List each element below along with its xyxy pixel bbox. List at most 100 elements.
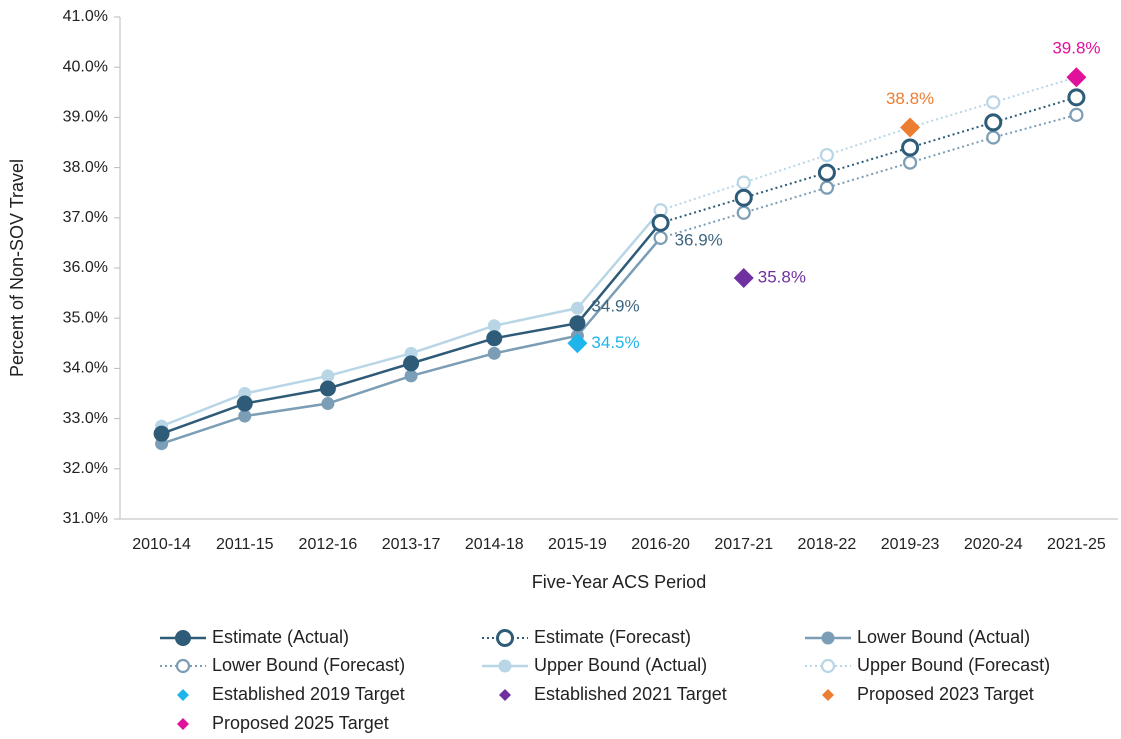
- marker: [569, 315, 586, 332]
- data-label: 34.9%: [591, 297, 639, 316]
- marker: [403, 355, 420, 372]
- y-tick-label: 35.0%: [63, 309, 108, 326]
- marker: [236, 395, 253, 412]
- legend-label: Upper Bound (Actual): [534, 655, 707, 675]
- marker: [321, 397, 335, 411]
- marker: [822, 689, 834, 701]
- series-line: [660, 96, 1077, 224]
- marker: [736, 205, 751, 220]
- data-label: 39.8%: [1052, 39, 1100, 58]
- marker: [496, 629, 514, 647]
- y-tick-label: 36.0%: [63, 259, 108, 276]
- marker: [319, 380, 336, 397]
- marker: [651, 213, 670, 232]
- y-tick-label: 38.0%: [63, 159, 108, 176]
- marker: [821, 631, 835, 645]
- legend-item: Proposed 2023 Target: [822, 684, 1034, 704]
- marker: [900, 117, 921, 138]
- marker: [177, 718, 189, 730]
- marker: [1066, 67, 1087, 88]
- x-tick-label: 2012-16: [299, 536, 358, 553]
- x-tick-label: 2014-18: [465, 536, 524, 553]
- series-line: [161, 209, 662, 428]
- marker: [486, 330, 503, 347]
- legend-item: Estimate (Actual): [160, 627, 349, 647]
- marker: [653, 230, 668, 245]
- x-tick-label: 2018-22: [798, 536, 857, 553]
- x-tick-label: 2011-15: [216, 536, 274, 553]
- marker: [734, 188, 753, 207]
- marker: [736, 175, 751, 190]
- x-tick-label: 2019-23: [881, 536, 940, 553]
- marker: [487, 346, 501, 360]
- x-tick-label: 2013-17: [382, 536, 441, 553]
- legend-label: Lower Bound (Forecast): [212, 655, 405, 675]
- y-tick-label: 32.0%: [63, 460, 108, 477]
- marker: [175, 630, 191, 646]
- y-tick-label: 39.0%: [63, 109, 108, 126]
- marker: [567, 333, 588, 354]
- y-tick-label: 37.0%: [63, 209, 108, 226]
- legend-item: Proposed 2025 Target: [177, 713, 389, 733]
- legend-item: Lower Bound (Forecast): [160, 655, 405, 675]
- legend-item: Upper Bound (Forecast): [805, 655, 1050, 675]
- x-tick-label: 2015-19: [548, 536, 607, 553]
- x-tick-label: 2010-14: [132, 536, 191, 553]
- legend-label: Estimate (Forecast): [534, 627, 691, 647]
- series-line: [161, 237, 662, 445]
- legend-label: Proposed 2025 Target: [212, 713, 389, 733]
- y-tick-label: 40.0%: [63, 58, 108, 75]
- legend-label: Lower Bound (Actual): [857, 627, 1030, 647]
- y-axis-title: Percent of Non-SOV Travel: [7, 159, 27, 377]
- marker: [986, 95, 1001, 110]
- marker: [820, 658, 836, 674]
- y-tick-label: 34.0%: [63, 360, 108, 377]
- legend-item: Established 2019 Target: [177, 684, 405, 704]
- data-label: 38.8%: [886, 89, 934, 108]
- marker: [321, 369, 335, 383]
- y-tick-label: 41.0%: [63, 8, 108, 25]
- x-tick-label: 2017-21: [714, 536, 773, 553]
- legend-label: Estimate (Actual): [212, 627, 349, 647]
- marker: [153, 425, 170, 442]
- marker: [404, 369, 418, 383]
- data-label: 36.9%: [675, 230, 723, 249]
- marker: [487, 319, 501, 333]
- legend-label: Upper Bound (Forecast): [857, 655, 1050, 675]
- marker: [817, 163, 836, 182]
- series-line: [660, 113, 1077, 239]
- y-tick-label: 33.0%: [63, 410, 108, 427]
- x-tick-label: 2021-25: [1047, 536, 1106, 553]
- marker: [498, 659, 512, 673]
- legend-item: Upper Bound (Actual): [482, 655, 707, 675]
- legend-label: Established 2019 Target: [212, 684, 405, 704]
- marker: [819, 147, 835, 163]
- marker: [901, 138, 920, 157]
- marker: [177, 689, 189, 701]
- marker: [902, 155, 918, 170]
- legend-item: Estimate (Forecast): [482, 627, 691, 647]
- legend-item: Lower Bound (Actual): [805, 627, 1030, 647]
- marker: [238, 409, 252, 423]
- marker: [986, 130, 1001, 145]
- marker: [984, 113, 1003, 132]
- x-tick-label: 2020-24: [964, 536, 1023, 553]
- marker: [175, 658, 191, 674]
- legend-label: Proposed 2023 Target: [857, 684, 1034, 704]
- marker: [1067, 88, 1086, 107]
- x-tick-label: 2016-20: [631, 536, 690, 553]
- legend-label: Established 2021 Target: [534, 684, 727, 704]
- series-line: [161, 222, 662, 435]
- data-label: 35.8%: [758, 268, 806, 287]
- x-axis-title: Five-Year ACS Period: [532, 572, 706, 592]
- marker: [499, 689, 511, 701]
- series-line: [660, 76, 1077, 212]
- marker: [733, 268, 754, 289]
- data-label: 34.5%: [591, 333, 639, 352]
- marker: [570, 301, 584, 315]
- y-tick-label: 31.0%: [63, 510, 108, 527]
- marker: [819, 180, 835, 195]
- marker: [1069, 107, 1084, 122]
- legend-item: Established 2021 Target: [499, 684, 727, 704]
